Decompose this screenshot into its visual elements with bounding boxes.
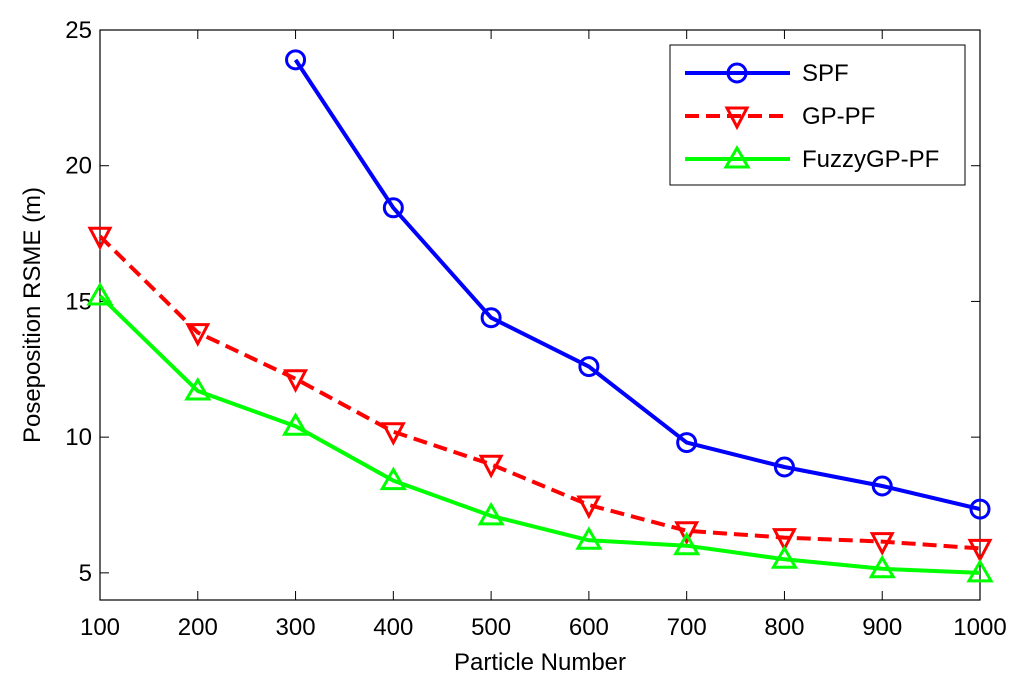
y-tick-label-20: 20 xyxy=(65,153,92,180)
point-fuzzygp-pf-500 xyxy=(477,501,505,526)
point-spf-500 xyxy=(480,307,502,329)
x-tick-label-500: 500 xyxy=(471,614,511,641)
x-tick-label-400: 400 xyxy=(373,614,413,641)
point-fuzzygp-pf-600 xyxy=(575,526,603,550)
series-line-gp-pf xyxy=(98,234,981,551)
point-fuzzygp-pf-800 xyxy=(770,545,799,569)
x-tick-label-700: 700 xyxy=(667,614,707,641)
point-spf-700 xyxy=(676,432,698,454)
point-gp-pf-1000 xyxy=(967,538,993,563)
point-spf-300 xyxy=(285,49,307,71)
legend: SPF GP-PF FuzzyGP-PF xyxy=(669,44,966,186)
point-fuzzygp-pf-300 xyxy=(281,412,310,436)
x-tick-label-600: 600 xyxy=(569,614,609,641)
y-tick-label-10: 10 xyxy=(65,424,92,451)
y-tick-label-25: 25 xyxy=(65,17,92,44)
point-gp-pf-600 xyxy=(576,495,602,520)
point-fuzzygp-pf-400 xyxy=(379,466,407,491)
x-tick-label-300: 300 xyxy=(276,614,316,641)
legend-marker-fuzzygp-pf xyxy=(723,145,751,169)
point-gp-pf-400 xyxy=(380,422,406,446)
x-tick-label-900: 900 xyxy=(862,614,902,641)
point-gp-pf-800 xyxy=(771,528,797,552)
legend-label-spf: SPF xyxy=(802,60,849,87)
series-fuzzygp-pf xyxy=(86,282,994,583)
x-tick-label-200: 200 xyxy=(178,614,218,641)
series-spf xyxy=(285,49,991,520)
legend-marker-gp-pf xyxy=(724,106,750,131)
legend-marker-spf xyxy=(726,62,748,84)
point-fuzzygp-pf-700 xyxy=(673,531,701,556)
series-layer xyxy=(86,49,994,583)
x-tick-label-800: 800 xyxy=(764,614,804,641)
point-fuzzygp-pf-200 xyxy=(184,377,212,401)
point-spf-800 xyxy=(773,456,795,478)
y-axis-title: Poseposition RSME (m) xyxy=(19,187,46,443)
point-gp-pf-200 xyxy=(185,323,211,347)
x-tick-label-100: 100 xyxy=(80,614,120,641)
point-gp-pf-300 xyxy=(283,369,309,394)
point-fuzzygp-pf-100 xyxy=(86,282,114,306)
point-gp-pf-100 xyxy=(87,226,113,251)
point-gp-pf-500 xyxy=(478,454,504,479)
point-gp-pf-900 xyxy=(869,532,895,556)
point-spf-900 xyxy=(871,475,893,497)
point-spf-1000 xyxy=(969,498,991,520)
series-line-fuzzygp-pf xyxy=(98,294,981,575)
point-fuzzygp-pf-1000 xyxy=(966,558,994,583)
point-gp-pf-700 xyxy=(674,521,700,546)
y-tick-label-5: 5 xyxy=(79,560,92,587)
point-fuzzygp-pf-900 xyxy=(868,554,896,579)
x-axis-title: Particle Number xyxy=(454,649,626,676)
point-spf-400 xyxy=(382,197,404,219)
legend-label-gp-pf: GP-PF xyxy=(802,103,875,130)
series-gp-pf xyxy=(87,226,993,563)
axis-ticks: 100 200 300 400 500 600 700 800 900 1000 5 10 15 20 25 xyxy=(65,17,1006,641)
y-tick-label-15: 15 xyxy=(65,288,92,315)
x-tick-label-1000: 1000 xyxy=(953,614,1006,641)
series-line-spf xyxy=(293,58,981,512)
legend-label-fuzzygp-pf: FuzzyGP-PF xyxy=(802,146,939,173)
point-spf-600 xyxy=(578,356,600,378)
